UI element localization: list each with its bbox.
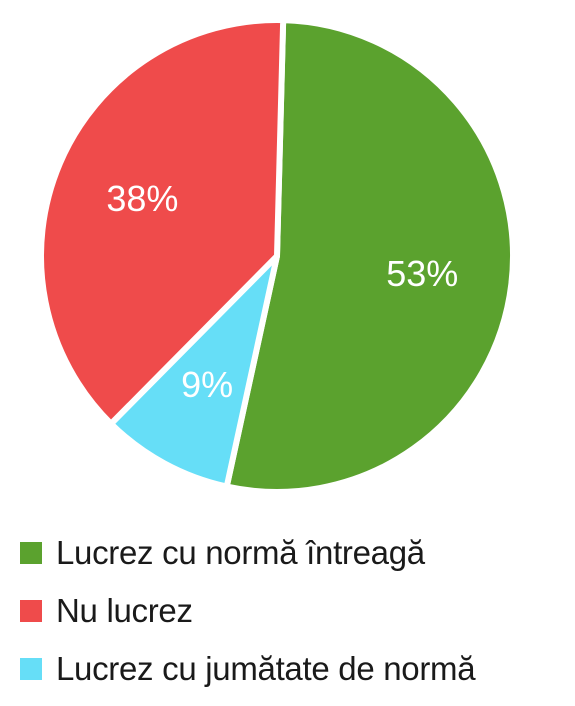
legend-swatch <box>20 658 42 680</box>
legend-item-not-working: Nu lucrez <box>20 582 575 640</box>
legend-label: Nu lucrez <box>56 592 193 629</box>
pie-slice-not-working <box>38 17 287 427</box>
legend-swatch <box>20 542 42 564</box>
slice-label-not-working: 38% <box>106 178 178 219</box>
legend-swatch <box>20 600 42 622</box>
pie-slice-part-time <box>107 253 280 490</box>
legend-item-full-time: Lucrez cu normă întreagă <box>20 524 575 582</box>
slice-label-part-time: 9% <box>181 364 233 405</box>
slice-label-full-time: 53% <box>386 253 458 294</box>
legend-label: Lucrez cu normă întreagă <box>56 534 425 571</box>
legend-label: Lucrez cu jumătate de normă <box>56 650 476 687</box>
legend-item-part-time: Lucrez cu jumătate de normă <box>20 640 575 698</box>
chart-legend: Lucrez cu normă întreagă Nu lucrez Lucre… <box>20 524 575 698</box>
pie-slice-full-time <box>223 17 516 495</box>
pie-chart: 53% 9% 38% <box>38 17 516 495</box>
